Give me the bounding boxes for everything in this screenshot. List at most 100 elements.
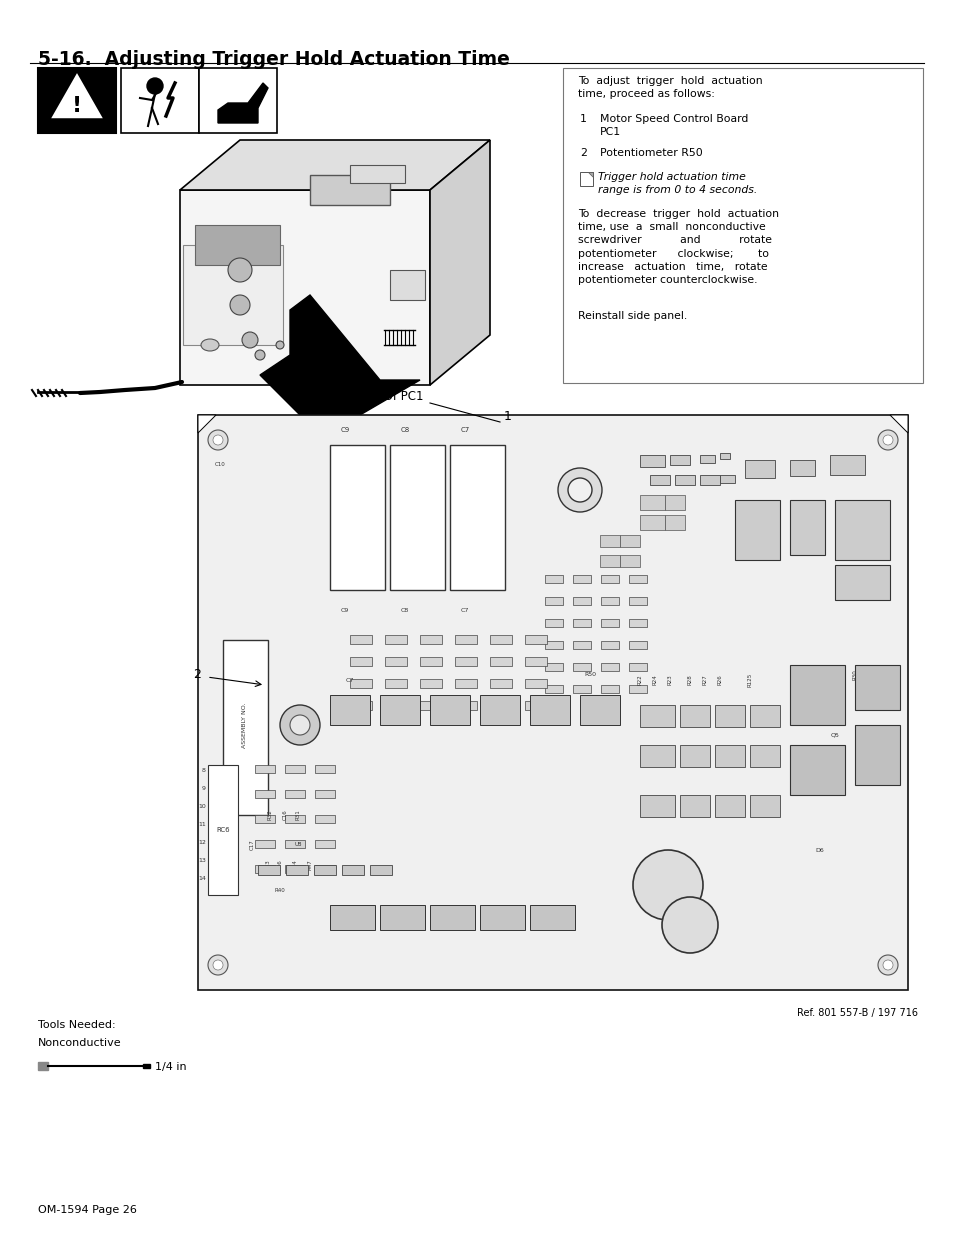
Bar [314,790,335,798]
Polygon shape [430,140,490,385]
Text: R31: R31 [295,810,300,820]
Bar [385,635,407,643]
Circle shape [228,258,252,282]
Bar [544,576,562,583]
Circle shape [877,430,897,450]
Polygon shape [180,140,490,190]
Text: 12: 12 [198,840,206,845]
Bar [490,679,512,688]
Text: 8: 8 [202,767,206,773]
Bar [479,695,519,725]
Bar [419,701,441,710]
Bar [749,795,780,818]
Bar [350,679,372,688]
Circle shape [213,435,223,445]
Text: R26: R26 [717,674,721,685]
Bar [199,68,276,133]
Bar [600,576,618,583]
Bar [714,745,744,767]
Bar [490,657,512,666]
Text: +: + [662,869,672,881]
Polygon shape [38,1062,48,1070]
Text: C7: C7 [460,427,469,433]
Bar [573,619,590,627]
Text: C8: C8 [400,427,409,433]
Bar [789,500,824,555]
Circle shape [633,850,702,920]
Bar [194,225,280,266]
Text: R30: R30 [852,669,857,680]
Bar [789,664,844,725]
Bar [341,864,364,876]
Circle shape [882,435,892,445]
Bar [350,635,372,643]
Bar [573,663,590,671]
Bar [379,695,419,725]
Text: C16: C16 [282,810,287,820]
Bar [385,657,407,666]
Bar [628,619,646,627]
Bar [455,701,476,710]
Bar [789,459,814,475]
Bar [455,679,476,688]
Bar [579,172,593,186]
Bar [834,500,889,559]
Bar [257,864,280,876]
Bar [490,635,512,643]
Bar [789,745,844,795]
Text: 10: 10 [198,804,206,809]
Bar [562,68,923,383]
Bar [314,864,335,876]
Text: C9: C9 [340,609,349,614]
Bar [720,475,734,483]
Bar [854,725,899,785]
Bar [573,597,590,605]
Bar [479,905,524,930]
Bar [285,840,305,848]
Bar [599,555,619,567]
Bar [419,635,441,643]
Text: 2: 2 [193,668,201,682]
Bar [579,695,619,725]
Bar [600,685,618,693]
Text: R50: R50 [583,673,596,678]
Text: RC6: RC6 [216,827,230,832]
Polygon shape [198,415,215,433]
Bar [544,663,562,671]
Text: R32: R32 [267,810,273,820]
Text: R24: R24 [652,674,657,685]
Bar [350,701,372,710]
Text: 11: 11 [198,821,206,826]
Bar [829,454,864,475]
Bar [628,641,646,650]
Text: !: ! [71,96,82,116]
Circle shape [290,715,310,735]
Bar [628,663,646,671]
Text: Reinstall side panel.: Reinstall side panel. [578,311,686,321]
Bar [330,695,370,725]
Bar [450,445,504,590]
Text: C8: C8 [400,609,409,614]
Polygon shape [218,83,268,124]
Bar [664,495,684,510]
Bar [573,641,590,650]
Bar [749,745,780,767]
Text: C7: C7 [345,678,354,683]
Bar [285,815,305,823]
Bar [285,764,305,773]
Polygon shape [53,75,101,117]
Bar [649,475,669,485]
Bar [330,905,375,930]
Text: Potentiometer R50: Potentiometer R50 [599,148,702,158]
Text: RC4: RC4 [813,708,825,713]
Bar [379,905,424,930]
Bar [254,815,274,823]
Circle shape [882,960,892,969]
Circle shape [254,350,265,359]
Bar [600,663,618,671]
Bar [573,576,590,583]
Bar [530,905,575,930]
Bar [390,445,444,590]
Text: Trigger hold actuation time
range is from 0 to 4 seconds.: Trigger hold actuation time range is fro… [598,172,757,195]
Text: Motor Speed Control Board
PC1: Motor Speed Control Board PC1 [599,114,747,137]
